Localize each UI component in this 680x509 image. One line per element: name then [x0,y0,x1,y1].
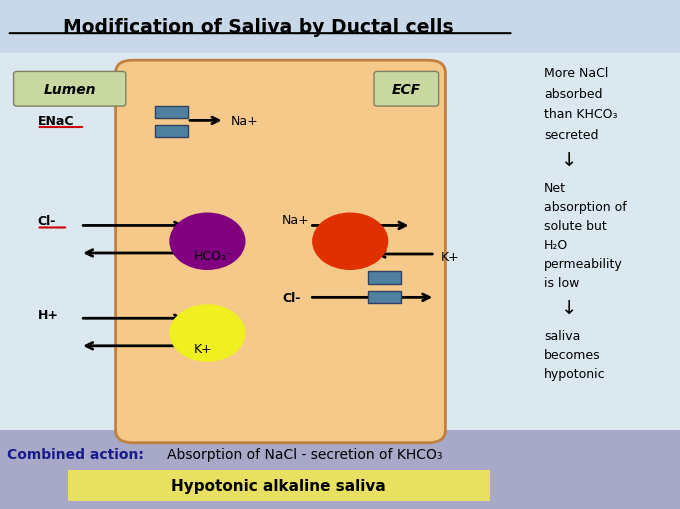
Text: H+: H+ [37,308,58,321]
FancyBboxPatch shape [14,72,126,107]
Text: Lumen: Lumen [44,82,97,97]
Text: hypotonic: hypotonic [544,367,606,380]
Text: Net: Net [544,182,566,195]
Text: than KHCO₃: than KHCO₃ [544,108,617,121]
Text: H₂O: H₂O [544,238,568,251]
Text: K+: K+ [194,342,213,355]
Text: Combined action:: Combined action: [7,447,143,461]
Text: is low: is low [544,276,579,289]
Text: ECF: ECF [392,82,421,97]
FancyBboxPatch shape [368,291,401,303]
Circle shape [170,305,245,361]
Text: saliva: saliva [544,329,580,343]
Text: secreted: secreted [544,128,598,142]
Circle shape [313,214,388,270]
Text: Cl-: Cl- [37,215,56,228]
Text: Na+: Na+ [231,115,259,128]
Text: Hypotonic alkaline saliva: Hypotonic alkaline saliva [171,478,386,493]
Text: solute but: solute but [544,219,607,233]
Circle shape [170,214,245,270]
Text: ↓: ↓ [561,298,577,318]
Text: ENaC: ENaC [37,115,74,128]
FancyBboxPatch shape [155,126,188,138]
Text: Cl-: Cl- [282,291,301,304]
Text: ↓: ↓ [561,151,577,170]
FancyBboxPatch shape [374,72,439,107]
FancyBboxPatch shape [0,430,680,509]
Text: permeability: permeability [544,257,623,270]
FancyBboxPatch shape [368,272,401,284]
Text: More NaCl: More NaCl [544,67,609,80]
Text: Modification of Saliva by Ductal cells: Modification of Saliva by Ductal cells [63,18,454,37]
FancyBboxPatch shape [68,470,490,501]
FancyBboxPatch shape [0,0,680,53]
Text: becomes: becomes [544,348,600,361]
Text: absorption of: absorption of [544,201,627,214]
Text: Absorption of NaCl - secretion of KHCO₃: Absorption of NaCl - secretion of KHCO₃ [167,447,442,461]
Text: Na+: Na+ [282,214,310,227]
Text: HCO₃⁻: HCO₃⁻ [194,249,233,263]
FancyBboxPatch shape [116,61,445,443]
Text: K+: K+ [441,250,460,264]
Text: absorbed: absorbed [544,88,602,101]
FancyBboxPatch shape [155,106,188,119]
